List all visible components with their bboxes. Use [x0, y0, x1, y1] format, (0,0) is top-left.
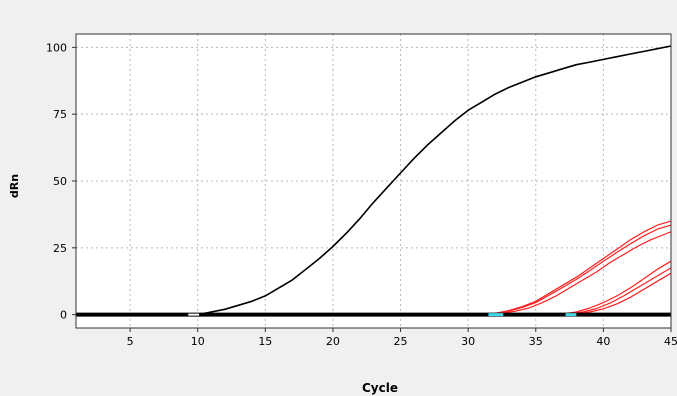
- axes: 5 10 15 20 25 30 35 40 45 0 25 50 75 100: [46, 41, 677, 348]
- x-tick-label: 35: [529, 335, 543, 348]
- x-axis-label: Cycle: [362, 381, 398, 395]
- y-tick-label: 75: [53, 108, 67, 121]
- x-tick-label: 10: [191, 335, 205, 348]
- x-tick-label: 45: [664, 335, 677, 348]
- sample-curve-line: [481, 220, 672, 316]
- x-tick-label: 5: [127, 335, 134, 348]
- y-tick-label: 0: [60, 309, 67, 322]
- x-tick-label: 25: [394, 335, 408, 348]
- sample-curve-line: [488, 231, 672, 316]
- x-tick-label: 20: [326, 335, 340, 348]
- y-tick-label: 25: [53, 242, 67, 255]
- sample-curve-line: [481, 224, 672, 316]
- x-tick-label: 40: [596, 335, 610, 348]
- y-axis-label: dRn: [8, 174, 21, 198]
- y-tick-label: 100: [46, 41, 67, 54]
- y-tick-label: 50: [53, 175, 67, 188]
- x-tick-label: 15: [258, 335, 272, 348]
- standard-curve-line: [76, 45, 672, 316]
- x-tick-label: 30: [461, 335, 475, 348]
